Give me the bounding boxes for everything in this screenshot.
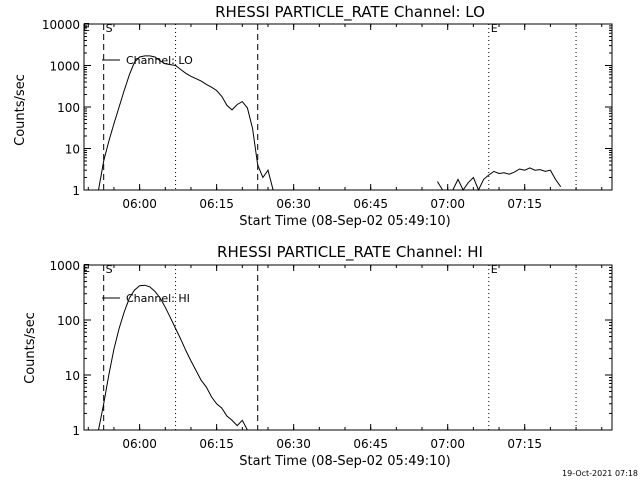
x-tick-label: 06:00 (122, 197, 157, 211)
timestamp: 19-Oct-2021 07:18 (562, 469, 638, 478)
axis-ticks: 06:00 06:15 06:30 06:45 07:00 07:15 1 10 100 1000… (42, 18, 612, 211)
legend-label: Channel: LO (126, 54, 193, 67)
series-line-1 (436, 167, 562, 192)
series-line-0 (98, 284, 253, 431)
x-tick-label: 07:15 (507, 437, 542, 451)
legend-label: Channel: HI (126, 292, 190, 305)
x-tick-label: 06:30 (276, 437, 311, 451)
time-marker-label: E (491, 263, 498, 276)
x-tick-label: 06:45 (353, 437, 388, 451)
plot-frame (83, 264, 613, 431)
chart-title: RHESSI PARTICLE_RATE Channel: HI (217, 243, 483, 262)
y-tick-label: 1000 (49, 60, 80, 74)
y-tick-label: 100 (57, 314, 80, 328)
y-tick-label: 1 (72, 184, 80, 198)
time-marker-label: S (106, 22, 113, 35)
y-axis-label: Counts/sec (23, 312, 38, 384)
y-tick-label: 10 (65, 143, 80, 157)
panel-hi: RHESSI PARTICLE_RATE Channel: HI Start T… (23, 243, 613, 469)
time-marker-label: E (491, 22, 498, 35)
y-tick-label: 1 (72, 424, 80, 438)
x-tick-label: 06:45 (353, 197, 388, 211)
x-axis-label: Start Time (08-Sep-02 05:49:10) (239, 454, 450, 469)
y-axis-label: Counts/sec (13, 74, 28, 146)
legend: Channel: HI (102, 292, 190, 305)
time-marker-label: S (106, 263, 113, 276)
x-axis-label: Start Time (08-Sep-02 05:49:10) (239, 214, 450, 229)
x-tick-label: 06:00 (122, 437, 157, 451)
series-line-0 (98, 55, 274, 191)
data-series (98, 284, 253, 431)
y-tick-label: 100 (57, 101, 80, 115)
axis-ticks: 06:00 06:15 06:30 06:45 07:00 07:15 1 10 100 1000 (49, 259, 612, 451)
panel-lo: RHESSI PARTICLE_RATE Channel: LO Start T… (13, 3, 613, 229)
plot-frame (83, 23, 613, 191)
y-tick-label: 1000 (49, 259, 80, 273)
x-tick-label: 06:30 (276, 197, 311, 211)
y-tick-label: 10 (65, 369, 80, 383)
data-series (98, 55, 562, 192)
x-tick-label: 06:15 (199, 197, 234, 211)
x-tick-label: 07:00 (430, 437, 465, 451)
x-tick-label: 06:15 (199, 437, 234, 451)
y-tick-label: 10000 (42, 18, 80, 32)
x-tick-label: 07:15 (507, 197, 542, 211)
corner-label: E (83, 262, 90, 275)
corner-label: E (83, 21, 90, 34)
x-tick-label: 07:00 (430, 197, 465, 211)
legend: Channel: LO (102, 54, 193, 67)
chart-title: RHESSI PARTICLE_RATE Channel: LO (215, 3, 485, 22)
